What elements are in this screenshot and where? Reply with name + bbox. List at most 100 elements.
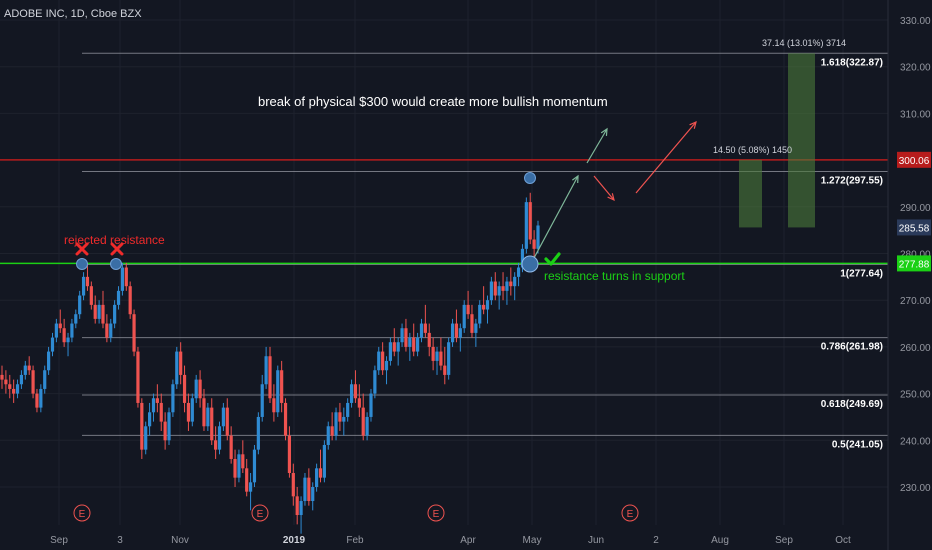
arrow-up-red <box>635 120 697 194</box>
fibonacci-levels: 1.618(322.87) 1.272(297.55) 1(277.64) 0.786… <box>82 52 888 450</box>
candle-body <box>408 337 412 347</box>
candle-body <box>303 477 307 502</box>
candle-body <box>241 454 245 469</box>
candle-body <box>307 477 311 502</box>
rejected-resistance-label[interactable]: rejected resistance <box>64 233 165 247</box>
price-tick: 270.00 <box>900 296 931 307</box>
candle-body <box>179 351 183 375</box>
candle-body <box>396 342 400 352</box>
candle-body <box>315 468 319 487</box>
candle-body <box>194 379 198 399</box>
candle-body <box>245 468 249 492</box>
candle-body <box>369 393 373 417</box>
candle-body <box>175 351 179 385</box>
candle-body <box>214 440 218 450</box>
candle-body <box>78 295 82 315</box>
candle-body <box>81 276 86 296</box>
fib-label: 1.272(297.55) <box>821 176 883 187</box>
candle-body <box>260 384 264 417</box>
candle-body <box>39 388 43 408</box>
candle-body <box>501 286 505 291</box>
price-tick: 310.00 <box>900 109 931 120</box>
candle-body <box>528 202 532 240</box>
fib-label: 0.5(241.05) <box>832 439 883 450</box>
earnings-marker-label: E <box>79 509 86 520</box>
candle-body <box>415 337 420 352</box>
candle-body <box>147 412 152 427</box>
price-tick: 280.00 <box>900 250 931 261</box>
candle-body <box>330 426 334 436</box>
rejected-marker-2 <box>110 242 124 270</box>
earnings-marker-label: E <box>433 509 440 520</box>
price-badge: 277.88 <box>897 255 931 272</box>
earnings-marker: E <box>621 504 639 522</box>
candle-body <box>4 379 8 385</box>
candle-body <box>443 365 447 375</box>
candle-body <box>291 472 295 497</box>
candle-body <box>276 370 280 413</box>
breakout-circle <box>524 172 536 184</box>
candle-body <box>210 407 214 441</box>
candle-body <box>105 323 109 338</box>
candle-body <box>256 416 260 450</box>
candle-body <box>93 304 97 319</box>
candle-body <box>287 435 292 473</box>
fib-label: 0.618(249.69) <box>821 399 883 410</box>
candle-body <box>404 328 408 347</box>
candle-body <box>450 323 455 343</box>
candle-body <box>326 426 330 445</box>
candle-body <box>268 356 272 399</box>
candle-body <box>439 351 443 366</box>
candle-body <box>454 323 459 338</box>
candle-body <box>116 290 121 305</box>
candle-body <box>167 412 171 441</box>
time-axis: Sep 3 Nov 2019 Feb Apr May Jun 2 Aug Sep Oct <box>50 535 851 546</box>
candle-body <box>272 398 276 413</box>
candle-body <box>353 384 358 399</box>
chart-grid <box>0 0 888 525</box>
candle-body <box>62 328 66 343</box>
candle-body <box>280 370 284 403</box>
candle-body <box>225 407 229 436</box>
candle-body <box>509 281 513 287</box>
candle-body <box>128 286 132 315</box>
measure-box <box>739 159 762 228</box>
arrow-pullback <box>593 175 615 202</box>
candle-body <box>124 267 128 287</box>
candle-body <box>361 407 365 436</box>
candle-body <box>198 379 202 399</box>
candle-body <box>47 351 51 371</box>
candle-body <box>58 323 62 329</box>
candlesticks <box>0 192 540 534</box>
candle-body <box>233 458 237 478</box>
earnings-marker: E <box>73 504 91 522</box>
candle-body <box>342 416 346 422</box>
candle-body <box>159 402 163 422</box>
checkmark-icon <box>544 252 561 266</box>
candle-body <box>155 398 159 403</box>
price-badge-text: 285.58 <box>899 223 930 234</box>
candle-body <box>43 370 47 389</box>
candle-body <box>381 351 385 371</box>
candle-body <box>489 281 493 301</box>
price-tick: 290.00 <box>900 203 931 214</box>
price-axis: 330.00320.00310.00300.00290.00280.00270.… <box>900 16 931 494</box>
earnings-marker: E <box>251 504 269 522</box>
candle-body <box>365 416 369 436</box>
time-tick: Nov <box>171 535 189 546</box>
price-tick: 240.00 <box>900 436 931 447</box>
candle-body <box>136 351 140 403</box>
candle-body <box>470 314 474 333</box>
main-annotation[interactable]: break of physical $300 would create more… <box>258 94 608 109</box>
candle-body <box>516 267 521 277</box>
price-tick: 250.00 <box>900 390 931 401</box>
arrow-up-continue <box>586 127 608 164</box>
candle-body <box>151 398 156 413</box>
candle-body <box>109 323 113 338</box>
support-label[interactable]: resistance turns in support <box>544 269 685 283</box>
time-tick: Aug <box>711 535 729 546</box>
rejected-marker-1 <box>75 242 89 270</box>
candle-body <box>435 351 439 361</box>
